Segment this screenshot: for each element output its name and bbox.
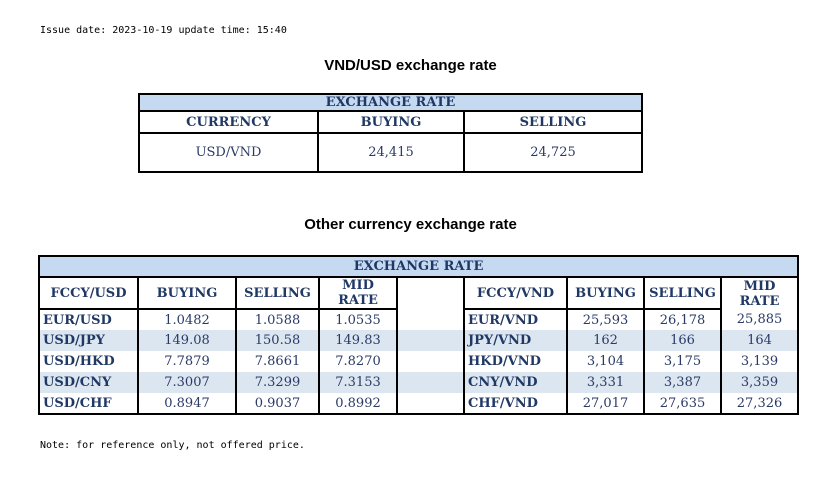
rate-value: 25,593 — [567, 309, 645, 330]
rate-value: 27,017 — [567, 393, 645, 414]
rate-value: 162 — [567, 330, 645, 351]
col-mid-rate: MID RATE — [739, 278, 780, 309]
rate-value: 149.83 — [319, 330, 398, 351]
rate-value: 0.8992 — [319, 393, 398, 414]
usd-rate-table: EXCHANGE RATE CURRENCY BUYING SELLING US… — [138, 93, 643, 173]
col-fccy-vnd: FCCY/VND — [464, 277, 568, 310]
other-rate-table: EXCHANGE RATE FCCY/USD BUYING SELLING MI… — [37, 255, 800, 415]
currency-pair: USD/JPY — [39, 330, 139, 351]
col-fccy-usd: FCCY/USD — [39, 277, 139, 310]
rate-value: 7.8270 — [319, 351, 398, 372]
currency-pair: EUR/USD — [39, 309, 139, 330]
note: Note: for reference only, not offered pr… — [40, 440, 305, 451]
rate-value: 26,178 — [644, 309, 722, 330]
table-row: USD/CHF 0.8947 0.9037 0.8992 CHF/VND 27,017 27… — [39, 393, 798, 414]
spacer — [397, 351, 465, 372]
rate-value: 25,885 — [736, 312, 783, 327]
col-currency: CURRENCY — [138, 110, 319, 134]
col-selling: SELLING — [236, 277, 320, 310]
col-buying: BUYING — [138, 277, 237, 310]
rate-value: 0.8947 — [138, 393, 237, 414]
col-selling: SELLING — [463, 110, 643, 134]
currency-pair: EUR/VND — [464, 309, 568, 330]
rate-value: 7.3007 — [138, 372, 237, 393]
table-row: USD/JPY 149.08 150.58 149.83 JPY/VND 162 166 16… — [39, 330, 799, 351]
table-header: EXCHANGE RATE — [138, 93, 643, 112]
table-row: USD/VND 24,415 24,725 — [138, 132, 643, 173]
currency-pair: USD/CHF — [39, 393, 139, 414]
spacer — [397, 330, 465, 351]
currency: USD/VND — [138, 132, 319, 173]
selling: 24,725 — [463, 132, 643, 173]
spacer — [397, 372, 465, 393]
col-buying: BUYING — [567, 277, 645, 310]
rate-value: 7.3299 — [236, 372, 320, 393]
rate-value: 27,635 — [644, 393, 722, 414]
col-mid-rate: MID RATE — [319, 277, 398, 310]
rate-value: 3,175 — [644, 351, 722, 372]
rate-value: 0.9037 — [236, 393, 320, 414]
table-row: EUR/USD 1.0482 1.0588 1.0535 EUR/VND 25,593 26… — [39, 309, 798, 330]
rate-value: 150.58 — [236, 330, 320, 351]
usd-section-title: VND/USD exchange rate — [324, 57, 497, 74]
rate-value: 164 — [721, 330, 799, 351]
spacer — [397, 309, 465, 330]
rate-value: 3,331 — [567, 372, 645, 393]
table-row: USD/CNY 7.3007 7.3299 7.3153 CNY/VND 3,331 3,3… — [39, 372, 799, 393]
rate-value: 149.08 — [138, 330, 237, 351]
currency-pair: USD/CNY — [39, 372, 139, 393]
table-row: USD/HKD 7.7879 7.8661 7.8270 HKD/VND 3,104 3,1… — [39, 351, 798, 372]
rate-value: 1.0482 — [138, 309, 237, 330]
currency-pair: JPY/VND — [464, 330, 568, 351]
table-header: EXCHANGE RATE — [37, 255, 800, 278]
col-selling: SELLING — [644, 277, 722, 310]
rate-value: 3,104 — [567, 351, 645, 372]
rate-value: 3,359 — [721, 372, 799, 393]
rate-value: 7.7879 — [138, 351, 237, 372]
rate-value: 27,326 — [736, 395, 783, 411]
currency-pair: CNY/VND — [464, 372, 568, 393]
rate-value: 7.3153 — [319, 372, 398, 393]
rate-value: 3,139 — [740, 354, 779, 369]
currency-pair: HKD/VND — [464, 351, 568, 372]
spacer — [397, 277, 465, 309]
rate-value: 1.0588 — [236, 309, 320, 330]
col-buying: BUYING — [317, 110, 465, 134]
issue-info: Issue date: 2023-10-19 update time: 15:4… — [40, 25, 287, 36]
rate-value: 7.8661 — [236, 351, 320, 372]
other-section-title: Other currency exchange rate — [304, 216, 517, 233]
rate-value: 1.0535 — [319, 309, 398, 330]
spacer — [397, 393, 465, 414]
buying: 24,415 — [317, 132, 465, 173]
currency-pair: CHF/VND — [464, 393, 568, 414]
rate-value: 166 — [644, 330, 722, 351]
currency-pair: USD/HKD — [39, 351, 139, 372]
rate-value: 3,387 — [644, 372, 722, 393]
